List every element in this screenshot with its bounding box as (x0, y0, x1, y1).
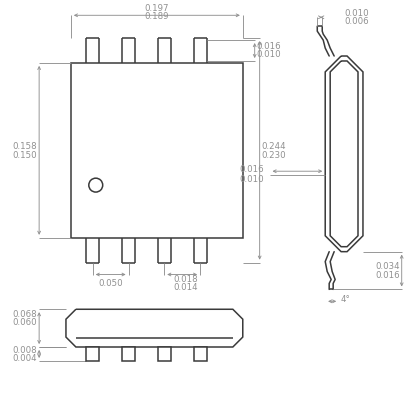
Text: 4°: 4° (340, 295, 350, 304)
Text: 0.016: 0.016 (257, 42, 281, 51)
Text: 0.060: 0.060 (13, 318, 37, 327)
Text: 0.050: 0.050 (98, 279, 123, 288)
Text: 0.197: 0.197 (145, 4, 169, 13)
Text: 0.244: 0.244 (261, 142, 286, 151)
Text: 0.004: 0.004 (13, 354, 37, 363)
Text: 0.018: 0.018 (174, 275, 198, 284)
Text: 0.014: 0.014 (174, 283, 198, 292)
Text: 0.150: 0.150 (13, 151, 37, 160)
Bar (122, 347, 135, 361)
Text: 0.008: 0.008 (13, 346, 37, 356)
Bar (86, 347, 99, 361)
Text: 0.010: 0.010 (257, 50, 281, 59)
Bar (71, 63, 243, 238)
Text: 0.016: 0.016 (375, 271, 400, 280)
Text: 0.016: 0.016 (239, 165, 264, 174)
Bar (158, 347, 171, 361)
Text: 0.010: 0.010 (239, 175, 264, 183)
Text: 0.068: 0.068 (13, 310, 37, 319)
Text: 0.158: 0.158 (13, 142, 37, 151)
Text: 0.006: 0.006 (344, 17, 369, 26)
Text: 0.010: 0.010 (344, 9, 369, 18)
Text: 0.230: 0.230 (261, 151, 286, 160)
Text: 0.189: 0.189 (145, 12, 169, 21)
Text: 0.034: 0.034 (375, 262, 400, 271)
Bar (193, 347, 206, 361)
